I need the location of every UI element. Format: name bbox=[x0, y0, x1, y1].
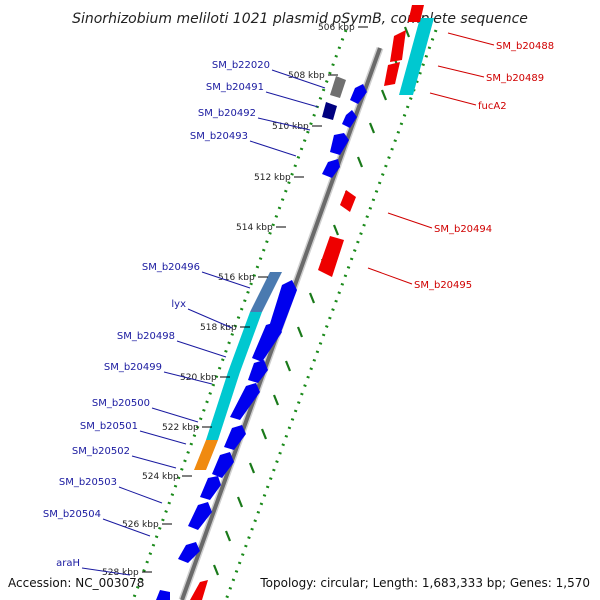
gc-content-tick bbox=[356, 156, 364, 168]
reverse-gene-label: SM_b20495 bbox=[414, 280, 472, 291]
scale-label: 526 kbp bbox=[122, 520, 159, 530]
forward-gene-arrow bbox=[330, 133, 349, 155]
gc-content-tick bbox=[403, 26, 411, 38]
forward-label-leader bbox=[176, 340, 227, 358]
reverse-label-leader bbox=[429, 92, 477, 106]
accession-label: Accession: NC_003078 bbox=[8, 576, 144, 590]
forward-label-leader bbox=[271, 69, 326, 89]
reverse-label-leader bbox=[447, 32, 495, 46]
scale-label: 514 kbp bbox=[236, 223, 273, 233]
gc-content-tick bbox=[272, 394, 280, 406]
forward-gene-label: SM_b20502 bbox=[72, 446, 130, 457]
forward-gene-arrow bbox=[230, 383, 260, 420]
gc-content-tick bbox=[308, 292, 316, 304]
cyan-band bbox=[228, 312, 262, 372]
gc-content-tick bbox=[284, 360, 292, 372]
reverse-gene-arrow bbox=[318, 236, 344, 277]
gc-content-tick bbox=[368, 122, 376, 134]
reverse-gene-arrow bbox=[340, 190, 356, 212]
cyan-band bbox=[206, 372, 240, 440]
forward-gene-label: SM_b22020 bbox=[212, 60, 270, 71]
reverse-label-leader bbox=[437, 65, 485, 78]
reverse-gene-arrow bbox=[390, 30, 406, 62]
forward-gene-label: SM_b20491 bbox=[206, 82, 264, 93]
reverse-gene-label: SM_b20489 bbox=[486, 73, 544, 84]
forward-gene-label: SM_b20498 bbox=[117, 331, 175, 342]
forward-gene-arrow bbox=[178, 542, 200, 563]
reverse-label-leader bbox=[367, 267, 413, 285]
scale-label: 508 kbp bbox=[288, 71, 325, 81]
forward-gene-label: SM_b20496 bbox=[142, 262, 200, 273]
forward-label-leader bbox=[187, 308, 233, 329]
scale-label: 520 kbp bbox=[180, 373, 217, 383]
reverse-gene-label: SM_b20488 bbox=[496, 41, 554, 52]
reverse-gene-arrow bbox=[384, 62, 400, 86]
forward-label-leader bbox=[163, 371, 213, 385]
forward-gene-arrow bbox=[156, 590, 170, 600]
reverse-gene-arrow bbox=[408, 5, 424, 22]
orange-band bbox=[194, 440, 218, 470]
scale-label: 512 kbp bbox=[254, 173, 291, 183]
gc-content-tick bbox=[296, 326, 304, 338]
reverse-label-leader bbox=[387, 212, 433, 229]
navy-feature bbox=[322, 102, 337, 120]
gc-content-tick bbox=[224, 530, 232, 542]
forward-gene-label: SM_b20503 bbox=[59, 477, 117, 488]
reverse-gene-label: SM_b20494 bbox=[434, 224, 492, 235]
forward-gene-arrow bbox=[224, 425, 246, 450]
forward-label-leader bbox=[257, 117, 311, 131]
feature-layer: 506 kbp 508 kbp 510 kbp 512 kbp 514 kbp 516 k… bbox=[43, 5, 554, 600]
scale-label: 518 kbp bbox=[200, 323, 237, 333]
forward-label-leader bbox=[265, 91, 319, 108]
forward-label-leader bbox=[249, 140, 297, 157]
forward-gene-label: lyx bbox=[171, 299, 186, 310]
gc-content-tick bbox=[332, 224, 340, 236]
forward-gene-arrow bbox=[322, 159, 340, 178]
forward-label-leader bbox=[81, 567, 131, 576]
forward-gene-label: araH bbox=[56, 558, 80, 569]
forward-gene-label: SM_b20500 bbox=[92, 398, 150, 409]
forward-label-leader bbox=[201, 271, 251, 289]
map-title: Sinorhizobium meliloti 1021 plasmid pSym… bbox=[72, 11, 528, 27]
gc-content-tick bbox=[236, 496, 244, 508]
forward-gene-arrow bbox=[252, 322, 282, 362]
reverse-gene-label: fucA2 bbox=[478, 101, 507, 112]
gc-content-tick bbox=[260, 428, 268, 440]
forward-gene-label: SM_b20493 bbox=[190, 131, 248, 142]
scale-label: 524 kbp bbox=[142, 472, 179, 482]
forward-gene-arrow bbox=[200, 476, 221, 500]
scale-label: 522 kbp bbox=[162, 423, 199, 433]
forward-gene-label: SM_b20492 bbox=[198, 108, 256, 119]
forward-gene-label: SM_b20499 bbox=[104, 362, 162, 373]
forward-gene-arrow bbox=[212, 452, 234, 478]
reverse-gene-arrow bbox=[190, 580, 208, 600]
gray-feature bbox=[330, 76, 346, 98]
gc-content-tick bbox=[380, 89, 388, 101]
forward-gene-label: SM_b20504 bbox=[43, 509, 101, 520]
forward-gene-label: SM_b20501 bbox=[80, 421, 138, 432]
forward-label-leader bbox=[151, 407, 199, 423]
forward-gene-arrow bbox=[268, 280, 297, 335]
forward-gene-arrow bbox=[350, 84, 367, 104]
scale-label: 516 kbp bbox=[218, 273, 255, 283]
forward-label-leader bbox=[102, 518, 151, 537]
cyan-band bbox=[399, 18, 434, 95]
forward-gene-arrow bbox=[342, 110, 357, 128]
gc-content-tick bbox=[248, 462, 256, 474]
forward-gene-arrow bbox=[188, 502, 212, 530]
scale-label: 528 kbp bbox=[102, 568, 139, 578]
scale-label: 510 kbp bbox=[272, 122, 309, 132]
forward-gene-arrow bbox=[248, 360, 268, 383]
scale-label: 506 kbp bbox=[318, 23, 355, 33]
forward-label-leader bbox=[118, 486, 163, 504]
steel-band bbox=[250, 272, 282, 312]
forward-label-leader bbox=[131, 455, 177, 469]
topology-label: Topology: circular; Length: 1,683,333 bp… bbox=[259, 576, 590, 590]
forward-label-leader bbox=[139, 430, 187, 445]
gc-content-tick bbox=[212, 564, 220, 576]
